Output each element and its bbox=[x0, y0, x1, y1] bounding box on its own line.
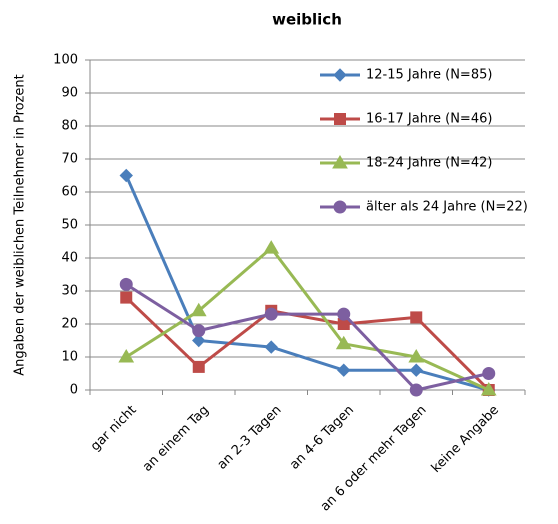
data-point bbox=[409, 383, 423, 397]
legend-label: 16-17 Jahre (N=46) bbox=[366, 112, 492, 127]
legend-marker bbox=[333, 200, 347, 214]
y-axis-label: Angaben der weiblichen Teilnehmer in Pro… bbox=[13, 74, 28, 376]
y-tick-label: 20 bbox=[61, 317, 78, 332]
data-point bbox=[264, 307, 278, 321]
x-tick-label: an 4-6 Tagen bbox=[287, 403, 357, 473]
series-line bbox=[125, 296, 490, 392]
data-point bbox=[409, 363, 423, 377]
data-point bbox=[408, 349, 425, 363]
series-line bbox=[124, 174, 490, 392]
data-point bbox=[482, 367, 496, 380]
legend-marker bbox=[332, 155, 348, 169]
x-tick-label: an einem Tag bbox=[140, 403, 212, 475]
chart-title: weiblich bbox=[272, 11, 342, 29]
series-line bbox=[125, 246, 490, 392]
x-tick-label: an 2-3 Tagen bbox=[215, 403, 285, 473]
y-tick-label: 80 bbox=[61, 119, 78, 134]
data-point bbox=[118, 349, 135, 363]
y-tick-label: 30 bbox=[61, 284, 78, 299]
data-point bbox=[410, 311, 423, 324]
y-tick-label: 100 bbox=[53, 53, 78, 68]
x-tick-label: gar nicht bbox=[88, 403, 140, 455]
data-point bbox=[192, 360, 205, 373]
y-tick-label: 70 bbox=[61, 152, 78, 167]
data-point bbox=[190, 302, 207, 317]
legend-marker bbox=[334, 113, 346, 125]
y-tick-label: 50 bbox=[61, 218, 78, 233]
data-point bbox=[337, 307, 351, 321]
data-point bbox=[480, 382, 497, 396]
legend-label: älter als 24 Jahre (N=22) bbox=[366, 200, 528, 215]
data-point bbox=[119, 277, 133, 291]
data-point bbox=[192, 324, 206, 338]
data-point bbox=[263, 240, 280, 254]
data-point bbox=[120, 291, 133, 304]
data-point bbox=[119, 168, 133, 183]
y-tick-label: 60 bbox=[61, 185, 78, 200]
y-tick-label: 90 bbox=[61, 86, 78, 101]
data-point bbox=[192, 333, 206, 348]
series-line bbox=[125, 283, 490, 392]
legend-marker bbox=[333, 68, 347, 82]
data-point bbox=[264, 340, 278, 354]
data-point bbox=[337, 363, 351, 377]
data-point bbox=[335, 335, 352, 350]
legend-label: 18-24 Jahre (N=42) bbox=[366, 156, 492, 171]
y-tick-label: 40 bbox=[61, 251, 78, 266]
x-tick-label: keine Angabe bbox=[429, 403, 502, 476]
y-tick-label: 10 bbox=[61, 350, 78, 365]
legend-label: 12-15 Jahre (N=85) bbox=[366, 68, 492, 83]
y-tick-label: 0 bbox=[70, 383, 78, 398]
